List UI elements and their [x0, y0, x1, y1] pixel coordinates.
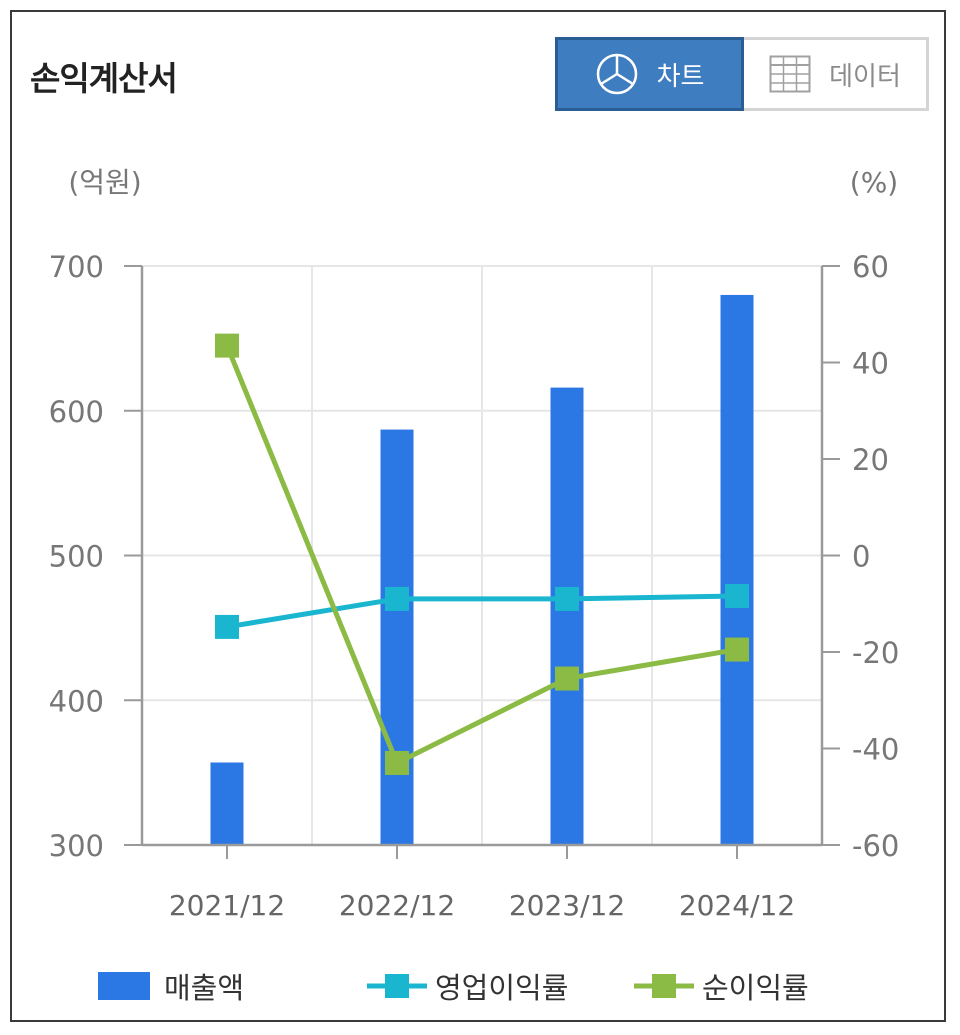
series-line [226, 593, 738, 630]
left-axis-unit: (억원) [68, 166, 141, 199]
table-grid-icon [769, 55, 811, 93]
x-axis-tick-label: 2021/12 [169, 889, 285, 922]
pie-chart-icon [595, 52, 639, 96]
legend-label: 순이익률 [702, 971, 809, 1005]
data-view-label: 데이터 [829, 61, 901, 92]
x-axis-tick-label: 2022/12 [339, 889, 455, 922]
legend-label: 매출액 [164, 971, 245, 1005]
bar [550, 387, 584, 845]
legend-item-operating-margin: 영업이익률 [367, 965, 568, 1007]
left-axis-tick-label: 700 [49, 250, 104, 284]
left-axis-tick-label: 600 [49, 395, 104, 429]
page-title: 손익계산서 [30, 59, 178, 98]
series-point [385, 750, 409, 775]
left-axis-tick-label: 500 [49, 540, 104, 574]
right-axis-tick-label: 60 [852, 250, 889, 284]
bar [720, 294, 754, 845]
legend-label: 영업이익률 [435, 971, 569, 1005]
data-view-button[interactable]: 데이터 [744, 37, 929, 111]
chart-view-button[interactable]: 차트 [555, 37, 744, 111]
bar [380, 429, 414, 845]
legend-swatch-line [367, 974, 427, 998]
series-point [725, 637, 749, 662]
legend-item-net-margin: 순이익률 [634, 965, 809, 1007]
right-axis-tick-label: 20 [852, 443, 889, 477]
left-axis-tick-label: 300 [49, 829, 104, 863]
x-axis-tick-label: 2024/12 [679, 889, 795, 922]
right-axis-tick-label: -20 [852, 636, 899, 670]
legend-swatch-line [634, 974, 694, 998]
view-toggle: 차트 데이터 [555, 37, 929, 111]
series-point [385, 586, 409, 611]
right-axis-tick-label: -40 [852, 733, 899, 767]
series-point [725, 584, 749, 609]
right-axis-tick-label: -60 [852, 829, 899, 863]
series-line [224, 344, 738, 766]
series-point [215, 614, 239, 639]
right-axis-unit: (%) [850, 166, 898, 199]
series-point [215, 333, 239, 358]
right-axis-tick-label: 0 [852, 540, 870, 574]
series-point [555, 586, 579, 611]
bar [210, 762, 244, 845]
chart-view-label: 차트 [656, 61, 705, 92]
left-axis-tick-label: 400 [49, 684, 104, 718]
legend-item-revenue: 매출액 [98, 965, 244, 1007]
legend-swatch-bar [98, 972, 150, 1000]
x-axis-tick-label: 2023/12 [509, 889, 625, 922]
chart-legend: 매출액 영업이익률 순이익률 [0, 965, 960, 1015]
chart-panel [10, 10, 946, 1022]
right-axis-tick-label: 40 [852, 347, 889, 381]
chart-canvas: (억원) (%) 300 400 500 600 700 -60 -40 -20 0 20 40 60… [49, 166, 900, 922]
series-point [555, 666, 579, 691]
